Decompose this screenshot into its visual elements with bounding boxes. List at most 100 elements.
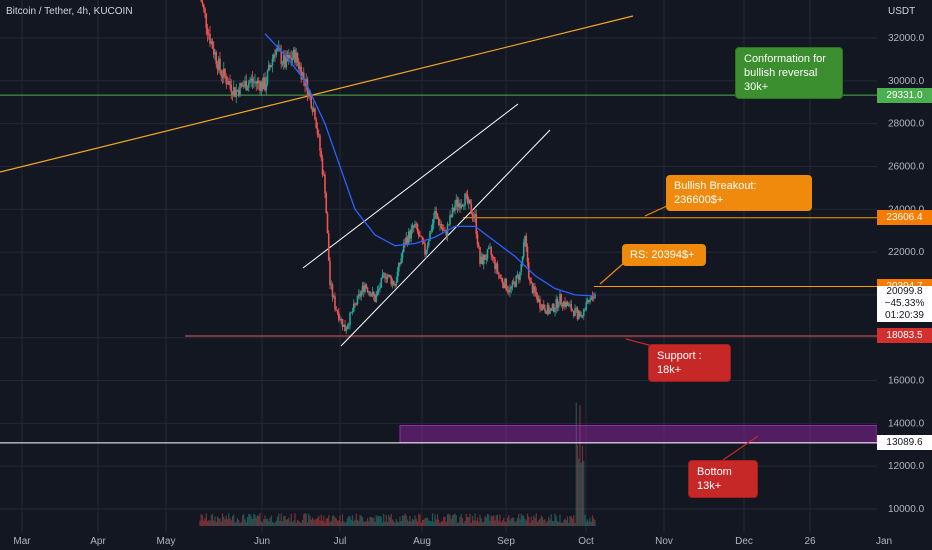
candle-body: [481, 256, 484, 265]
note-bottom[interactable]: Bottom 13k+: [688, 460, 758, 498]
volume-bar: [435, 519, 437, 526]
volume-bar: [205, 513, 207, 526]
volume-bar: [288, 517, 290, 526]
candle-body: [434, 210, 436, 219]
volume-bar: [578, 458, 580, 526]
candle-body: [486, 249, 489, 259]
candle-body: [556, 298, 559, 308]
candle-body: [395, 281, 398, 286]
volume-bar: [413, 520, 415, 526]
volume-bar: [263, 519, 265, 526]
volume-bar: [344, 522, 346, 526]
candle-body: [364, 284, 366, 292]
candle-body: [400, 258, 403, 264]
candle-body: [581, 315, 584, 317]
candle-body: [559, 294, 561, 306]
volume-bar: [388, 514, 390, 526]
candle-body: [295, 53, 298, 63]
volume-bar: [295, 522, 297, 526]
volume-bar: [321, 520, 324, 526]
candle-body: [592, 297, 595, 299]
volume-bar: [519, 519, 521, 526]
candle-body: [440, 224, 443, 228]
y-tick-label: 28000.0: [888, 119, 925, 130]
volume-bar: [215, 522, 217, 526]
candle-body: [474, 213, 476, 218]
volume-bar: [564, 518, 566, 526]
volume-bar: [420, 522, 422, 526]
volume-bar: [251, 518, 254, 526]
volume-bar: [561, 522, 564, 526]
candle-body: [235, 90, 238, 97]
candle-body: [252, 81, 255, 83]
live-price-box: 20099.8 −45.33% 01:20:39: [877, 286, 932, 322]
volume-bar: [509, 520, 511, 526]
x-tick-label: Dec: [735, 536, 753, 547]
volume-bar: [351, 515, 354, 526]
candle-body: [571, 310, 574, 312]
volume-bar: [293, 520, 295, 526]
note-rs[interactable]: RS: 20394$+: [622, 244, 706, 266]
candle-body: [385, 278, 388, 280]
volume-bar: [236, 518, 239, 526]
volume-bar: [208, 520, 210, 526]
volume-bar: [225, 515, 227, 526]
candle-body: [270, 65, 273, 68]
volume-bar: [373, 517, 375, 526]
candle-body: [342, 324, 345, 327]
volume-bar: [530, 516, 532, 526]
volume-bar: [555, 516, 557, 526]
connector-bottom: [722, 435, 759, 461]
candle-body: [519, 271, 521, 280]
candle-body: [466, 194, 469, 203]
volume-bar: [486, 514, 489, 526]
volume-bar: [235, 521, 237, 526]
candle-body: [494, 259, 496, 270]
volume-bar: [445, 521, 447, 526]
note-conformation[interactable]: Conformation for bullish reversal 30k+: [735, 47, 843, 99]
candle-body: [542, 304, 545, 309]
note-support[interactable]: Support : 18k+: [648, 344, 731, 382]
candle-body: [249, 80, 251, 83]
volume-bar: [549, 519, 551, 526]
candle-body: [564, 301, 566, 307]
volume-bar: [255, 517, 257, 526]
candle-body: [409, 231, 411, 239]
volume-bar: [340, 522, 342, 526]
volume-bar: [379, 515, 381, 526]
y-tick-label: 12000.0: [888, 461, 925, 472]
candle-body: [264, 77, 266, 91]
volume-bar: [533, 515, 535, 526]
volume-bar: [326, 518, 329, 526]
note-bullish-breakout[interactable]: Bullish Breakout: 236600$+: [666, 175, 812, 211]
candle-body: [244, 80, 246, 87]
volume-bar: [520, 513, 522, 526]
candle-body: [545, 311, 548, 314]
volume-bar: [560, 522, 562, 526]
volume-bar: [421, 520, 424, 526]
volume-bar: [315, 518, 317, 526]
candle-body: [284, 54, 286, 68]
candle-body: [222, 68, 225, 78]
candle-body: [375, 294, 378, 302]
volume-bar: [491, 516, 494, 526]
candle-body: [555, 298, 558, 309]
volume-bar: [450, 518, 452, 526]
candle-body: [269, 65, 271, 68]
candle-body: [202, 4, 205, 9]
candle-body: [317, 134, 320, 136]
candle-body: [340, 318, 343, 321]
volume-bar: [583, 460, 585, 526]
candle-body: [424, 243, 426, 255]
volume-bar: [459, 516, 461, 526]
volume-bar: [481, 522, 484, 526]
candle-body: [380, 277, 383, 288]
volume-bar: [211, 513, 214, 526]
volume-bars: [199, 402, 596, 526]
volume-bar: [349, 516, 351, 526]
volume-bar: [345, 521, 347, 526]
candle-body: [591, 295, 594, 298]
volume-bar: [334, 517, 336, 526]
volume-bar: [569, 516, 571, 526]
volume-bar: [460, 513, 462, 526]
